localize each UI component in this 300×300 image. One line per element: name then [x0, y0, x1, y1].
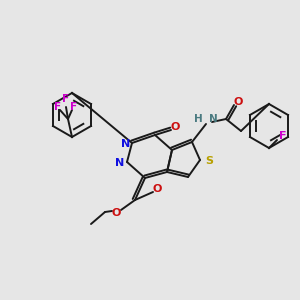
Text: O: O	[233, 97, 243, 107]
Text: N: N	[116, 158, 124, 168]
Text: S: S	[205, 156, 213, 166]
Text: O: O	[111, 208, 121, 218]
Text: F: F	[54, 102, 61, 112]
Text: F: F	[62, 94, 70, 104]
Text: F: F	[70, 102, 78, 112]
Text: O: O	[170, 122, 180, 132]
Text: H: H	[194, 114, 203, 124]
Text: N: N	[209, 114, 218, 124]
Text: O: O	[152, 184, 162, 194]
Text: F: F	[279, 131, 287, 141]
Text: N: N	[122, 139, 130, 149]
